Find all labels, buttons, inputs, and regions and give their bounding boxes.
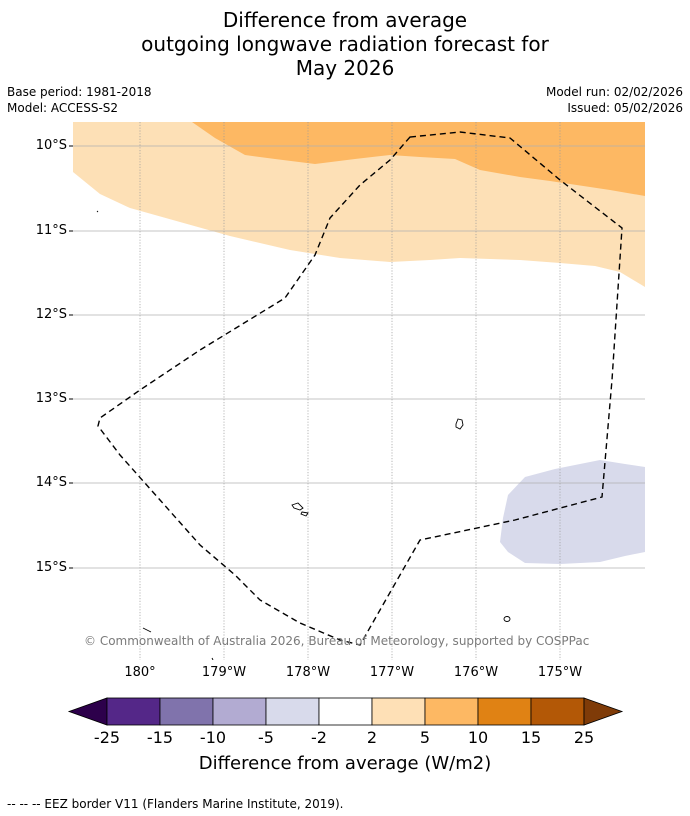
issued-date: Issued: 05/02/2026 <box>567 101 683 115</box>
meta-left: Base period: 1981-2018 Model: ACCESS-S2 <box>7 84 152 116</box>
anomaly-region-light-purple <box>500 460 645 564</box>
eez-border <box>97 131 623 646</box>
lon-label-175w: 175°W <box>537 665 583 680</box>
colorbar-tick: -15 <box>146 728 174 747</box>
lat-label-10s: 10°S <box>35 138 67 153</box>
eez-legend: -- -- -- EEZ border V11 (Flanders Marine… <box>7 797 344 811</box>
colorbar <box>67 697 624 726</box>
colorbar-tick: 15 <box>520 728 542 747</box>
latitude-gridlines <box>73 145 645 569</box>
colorbar-tick: -25 <box>93 728 121 747</box>
colorbar-tick: 10 <box>467 728 489 747</box>
model-name: Model: ACCESS-S2 <box>7 101 119 115</box>
lon-label-179w: 179°W <box>201 665 247 680</box>
colorbar-bin-4 <box>265 697 320 726</box>
longitude-gridlines <box>139 122 561 660</box>
colorbar-bin-6 <box>371 697 426 726</box>
colorbar-bin-7 <box>424 697 479 726</box>
colorbar-extend-low <box>67 697 108 726</box>
colorbar-label: Difference from average (W/m2) <box>198 753 492 774</box>
copyright-notice: © Commonwealth of Australia 2026, Bureau… <box>84 634 590 648</box>
base-period: Base period: 1981-2018 <box>7 85 152 99</box>
lon-label-176w: 176°W <box>453 665 499 680</box>
colorbar-extend-high <box>583 697 624 726</box>
colorbar-tick: 5 <box>419 728 431 747</box>
model-run: Model run: 02/02/2026 <box>545 85 683 99</box>
colorbar-bin-9 <box>530 697 585 726</box>
title-line-1: Difference from average <box>222 8 468 32</box>
colorbar-tick: -5 <box>258 728 274 747</box>
latitude-ticks <box>69 145 73 569</box>
chart-title: Difference from average outgoing longwav… <box>0 8 690 80</box>
lat-label-15s: 15°S <box>35 560 67 575</box>
lat-label-14s: 14°S <box>35 475 67 490</box>
colorbar-bin-1 <box>106 697 161 726</box>
meta-right: Model run: 02/02/2026 Issued: 05/02/2026 <box>546 84 683 116</box>
colorbar-tick: 2 <box>366 728 378 747</box>
lat-label-12s: 12°S <box>35 307 67 322</box>
colorbar-tick: -2 <box>311 728 327 747</box>
anomaly-region-mid-orange <box>192 122 645 196</box>
colorbar-tick: -10 <box>199 728 227 747</box>
colorbar-bin-8 <box>477 697 532 726</box>
islands <box>96 210 511 660</box>
lat-label-11s: 11°S <box>35 223 67 238</box>
map-area <box>73 122 645 660</box>
lon-label-180: 180° <box>124 665 156 680</box>
title-line-2: outgoing longwave radiation forecast for <box>141 32 549 56</box>
colorbar-bin-3 <box>212 697 267 726</box>
title-line-3: May 2026 <box>295 56 395 80</box>
lon-label-178w: 178°W <box>285 665 331 680</box>
lat-label-13s: 13°S <box>35 391 67 406</box>
colorbar-tick: 25 <box>573 728 595 747</box>
lon-label-177w: 177°W <box>369 665 415 680</box>
colorbar-bin-2 <box>159 697 214 726</box>
colorbar-bin-5 <box>318 697 373 726</box>
